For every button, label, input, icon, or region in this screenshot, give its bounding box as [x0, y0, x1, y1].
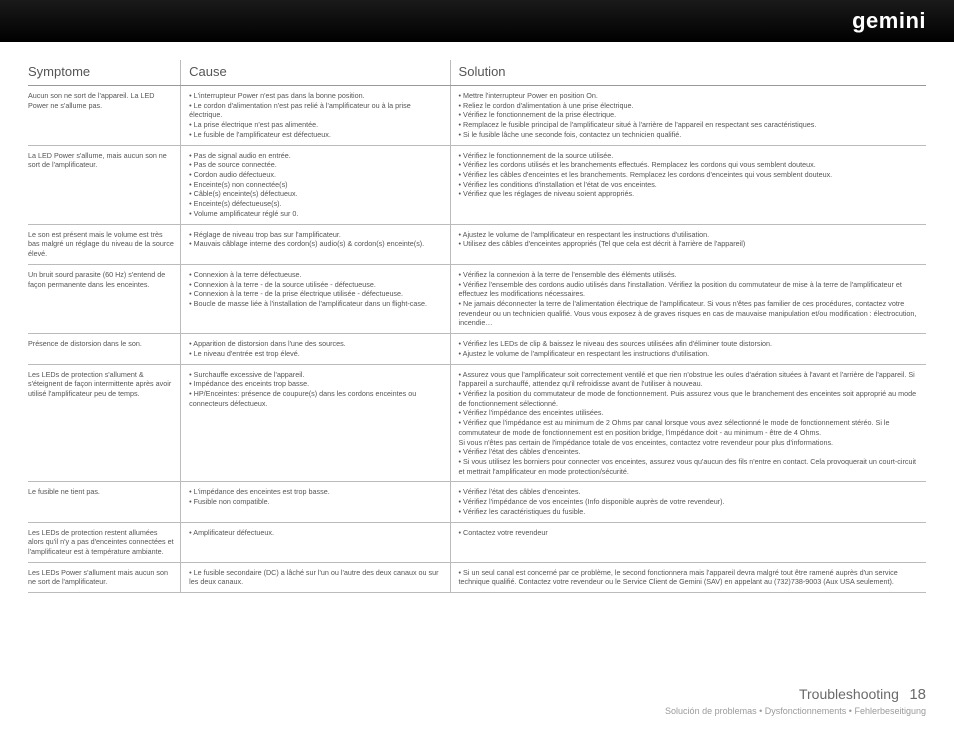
col-symptom: Symptome [28, 60, 181, 86]
cell-symptom: Le fusible ne tient pas. [28, 482, 181, 522]
cell-solution: • Contactez votre revendeur [450, 522, 926, 562]
cell-solution: • Mettre l'interrupteur Power en positio… [450, 86, 926, 146]
header-bar: gemini [0, 0, 954, 42]
cell-solution: • Vérifiez les LEDs de clip & baissez le… [450, 334, 926, 364]
table-row: Un bruit sourd parasite (60 Hz) s'entend… [28, 264, 926, 333]
col-solution: Solution [450, 60, 926, 86]
cell-solution: • Si un seul canal est concerné par ce p… [450, 562, 926, 592]
cell-symptom: Les LEDs de protection s'allument & s'ét… [28, 364, 181, 482]
cell-solution: • Vérifiez l'état des câbles d'enceintes… [450, 482, 926, 522]
table-row: Présence de distorsion dans le son.• App… [28, 334, 926, 364]
cell-cause: • Réglage de niveau trop bas sur l'ampli… [181, 224, 450, 264]
page-footer: Troubleshooting 18 Solución de problemas… [665, 686, 926, 716]
footer-title: Troubleshooting [799, 686, 899, 702]
cell-solution: • Vérifiez le fonctionnement de la sourc… [450, 145, 926, 224]
cell-solution: • Assurez vous que l'amplificateur soit … [450, 364, 926, 482]
col-cause: Cause [181, 60, 450, 86]
table-row: Les LEDs de protection s'allument & s'ét… [28, 364, 926, 482]
cell-cause: • Le fusible secondaire (DC) a lâché sur… [181, 562, 450, 592]
cell-solution: • Ajustez le volume de l'amplificateur e… [450, 224, 926, 264]
cell-cause: • L'impédance des enceintes est trop bas… [181, 482, 450, 522]
cell-cause: • L'interrupteur Power n'est pas dans la… [181, 86, 450, 146]
cell-symptom: Le son est présent mais le volume est tr… [28, 224, 181, 264]
cell-cause: • Pas de signal audio en entrée. • Pas d… [181, 145, 450, 224]
cell-symptom: Les LEDs Power s'allument mais aucun son… [28, 562, 181, 592]
footer-subtitle: Solución de problemas • Dysfonctionnemen… [665, 706, 926, 716]
table-row: La LED Power s'allume, mais aucun son ne… [28, 145, 926, 224]
cell-cause: • Surchauffe excessive de l'appareil. • … [181, 364, 450, 482]
page-content: Symptome Cause Solution Aucun son ne sor… [0, 42, 954, 593]
table-row: Le fusible ne tient pas.• L'impédance de… [28, 482, 926, 522]
cell-symptom: Un bruit sourd parasite (60 Hz) s'entend… [28, 264, 181, 333]
cell-symptom: La LED Power s'allume, mais aucun son ne… [28, 145, 181, 224]
table-row: Les LEDs Power s'allument mais aucun son… [28, 562, 926, 592]
cell-solution: • Vérifiez la connexion à la terre de l'… [450, 264, 926, 333]
cell-symptom: Présence de distorsion dans le son. [28, 334, 181, 364]
table-header-row: Symptome Cause Solution [28, 60, 926, 86]
table-row: Aucun son ne sort de l'appareil. La LED … [28, 86, 926, 146]
brand-logo: gemini [852, 8, 926, 34]
cell-cause: • Amplificateur défectueux. [181, 522, 450, 562]
troubleshooting-table: Symptome Cause Solution Aucun son ne sor… [28, 60, 926, 593]
table-row: Les LEDs de protection restent allumées … [28, 522, 926, 562]
table-row: Le son est présent mais le volume est tr… [28, 224, 926, 264]
cell-cause: • Connexion à la terre défectueuse. • Co… [181, 264, 450, 333]
footer-page-number: 18 [909, 686, 926, 703]
cell-cause: • Apparition de distorsion dans l'une de… [181, 334, 450, 364]
cell-symptom: Aucun son ne sort de l'appareil. La LED … [28, 86, 181, 146]
cell-symptom: Les LEDs de protection restent allumées … [28, 522, 181, 562]
